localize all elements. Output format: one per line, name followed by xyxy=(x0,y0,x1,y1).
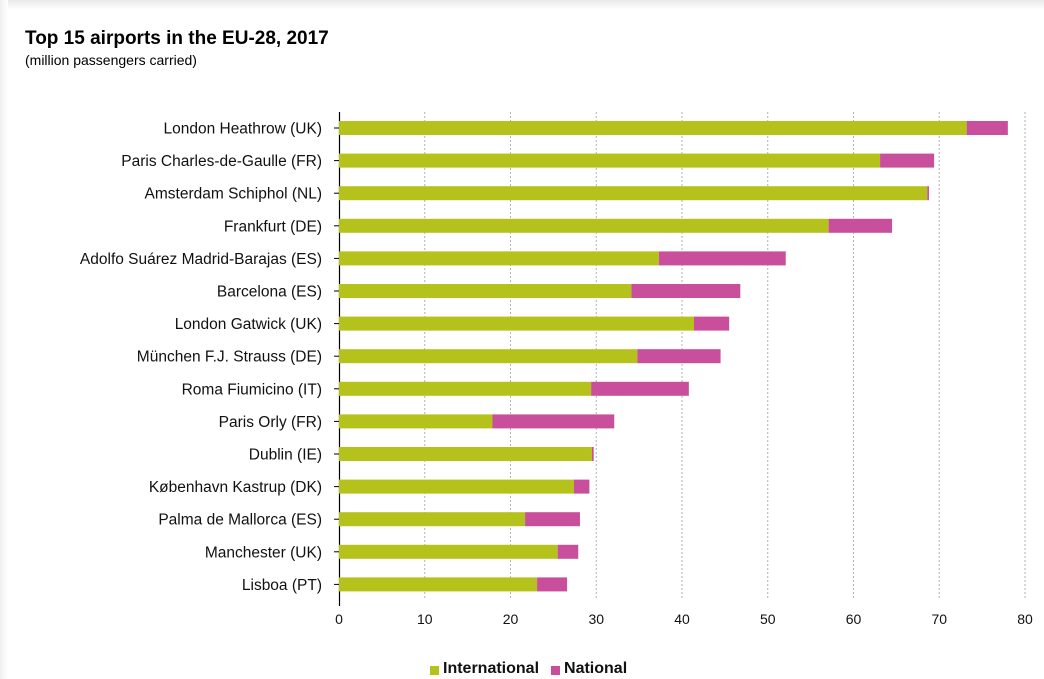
bar-national-7 xyxy=(637,349,721,364)
category-label: Barcelona (ES) xyxy=(217,284,322,301)
x-tick-label-70: 70 xyxy=(931,611,947,627)
bar-national-6 xyxy=(694,316,730,331)
legend-swatch-international xyxy=(430,666,439,675)
legend-item-international: International xyxy=(430,660,539,678)
window-top-border xyxy=(0,0,1044,10)
bar-national-8 xyxy=(591,381,689,396)
bar-international-6 xyxy=(339,316,695,331)
x-tick-label-10: 10 xyxy=(417,611,433,627)
category-label: London Heathrow (UK) xyxy=(163,121,322,138)
category-label: Amsterdam Schiphol (NL) xyxy=(145,186,322,203)
bar-international-7 xyxy=(339,349,638,364)
category-label: Paris Charles-de-Gaulle (FR) xyxy=(121,153,322,170)
category-label: Adolfo Suárez Madrid-Barajas (ES) xyxy=(80,251,322,268)
bar-national-1 xyxy=(880,153,935,168)
category-label: Frankfurt (DE) xyxy=(224,218,322,235)
bar-national-14 xyxy=(537,577,568,592)
chart-legend: International National xyxy=(430,659,639,679)
chart-subtitle: (million passengers carried) xyxy=(25,52,197,68)
bar-national-10 xyxy=(591,447,594,461)
x-tick-label-60: 60 xyxy=(846,611,862,627)
x-tick-label-40: 40 xyxy=(674,611,690,627)
bar-international-10 xyxy=(339,447,592,461)
bar-international-11 xyxy=(339,479,574,494)
x-tick-label-80: 80 xyxy=(1017,611,1033,627)
bar-international-2 xyxy=(339,186,928,201)
category-label: Palma de Mallorca (ES) xyxy=(158,512,322,529)
category-label: Roma Fiumicino (IT) xyxy=(182,381,322,398)
window-left-border xyxy=(0,0,8,679)
bar-international-0 xyxy=(339,121,967,135)
bar-national-13 xyxy=(557,544,579,559)
x-tick-label-20: 20 xyxy=(503,611,519,627)
bar-international-13 xyxy=(339,544,558,559)
bar-national-4 xyxy=(658,251,786,266)
bar-international-8 xyxy=(339,381,592,396)
bar-national-0 xyxy=(966,121,1008,135)
bar-national-3 xyxy=(828,218,893,233)
bar-international-1 xyxy=(339,153,881,168)
bar-international-9 xyxy=(339,414,493,429)
legend-swatch-national xyxy=(551,666,561,675)
bar-international-14 xyxy=(339,577,538,592)
bar-national-2 xyxy=(927,186,929,201)
bar-national-12 xyxy=(525,512,580,527)
legend-label-international: International xyxy=(443,660,540,677)
category-label: London Gatwick (UK) xyxy=(175,316,322,333)
category-label: Dublin (IE) xyxy=(249,447,322,464)
category-label: Manchester (UK) xyxy=(205,544,322,561)
x-tick-label-30: 30 xyxy=(588,611,604,627)
x-tick-label-0: 0 xyxy=(335,611,343,627)
bar-international-5 xyxy=(339,284,632,298)
bar-national-11 xyxy=(573,479,590,494)
legend-item-national: National xyxy=(551,660,627,678)
bar-international-4 xyxy=(339,251,659,266)
x-tick-label-50: 50 xyxy=(760,611,776,627)
category-label: Lisboa (PT) xyxy=(242,577,322,594)
bar-national-9 xyxy=(492,414,615,429)
bar-international-12 xyxy=(339,512,526,527)
chart-title: Top 15 airports in the EU-28, 2017 xyxy=(25,28,329,49)
category-label: München F.J. Strauss (DE) xyxy=(137,349,322,366)
category-label: Paris Orly (FR) xyxy=(219,414,322,431)
category-label: København Kastrup (DK) xyxy=(149,479,322,496)
bar-international-3 xyxy=(339,218,829,233)
legend-label-national: National xyxy=(564,660,628,677)
bar-national-5 xyxy=(631,284,741,298)
